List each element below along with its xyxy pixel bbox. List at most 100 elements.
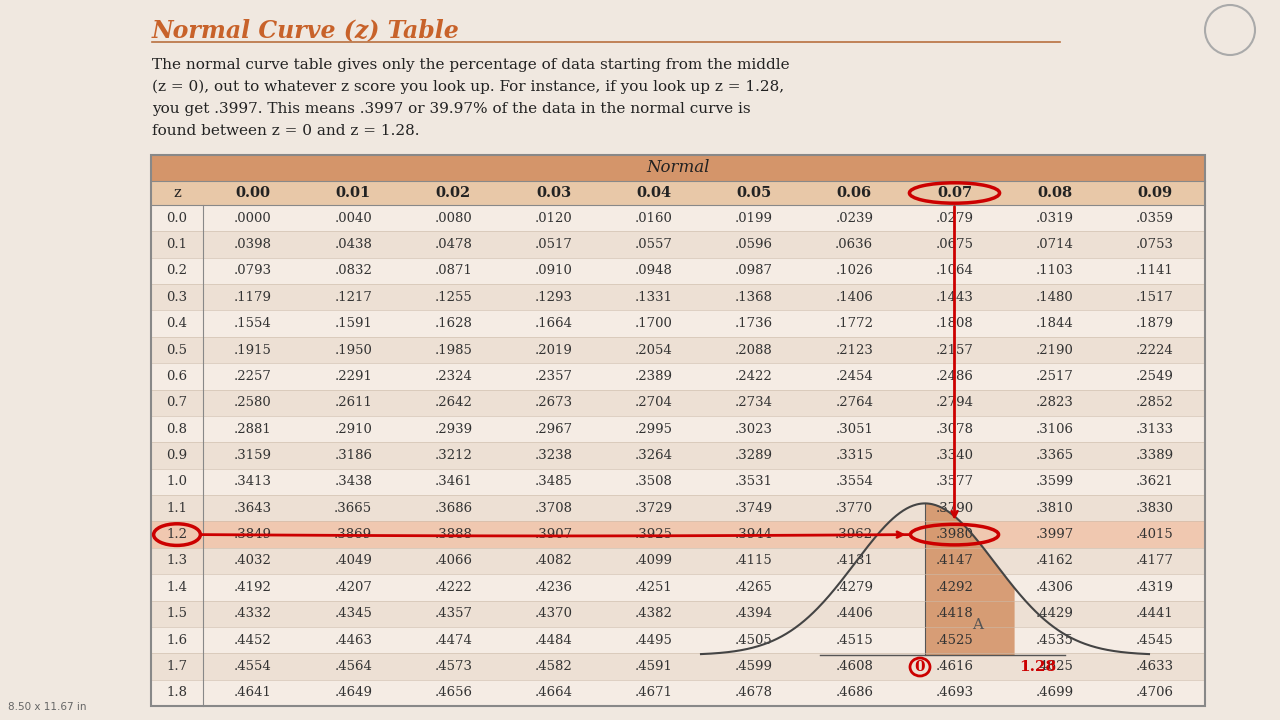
Text: 0.6: 0.6 <box>166 370 188 383</box>
Text: .1443: .1443 <box>936 291 973 304</box>
Text: .4066: .4066 <box>434 554 472 567</box>
Text: .4452: .4452 <box>234 634 271 647</box>
Text: .4382: .4382 <box>635 607 673 620</box>
Bar <box>151 627 1204 653</box>
Bar <box>151 574 1204 600</box>
Text: .0239: .0239 <box>836 212 873 225</box>
Text: .4484: .4484 <box>535 634 572 647</box>
Text: .1700: .1700 <box>635 317 673 330</box>
Bar <box>151 521 1204 548</box>
Text: .4319: .4319 <box>1135 581 1174 594</box>
Text: .4699: .4699 <box>1036 686 1074 699</box>
Text: .3997: .3997 <box>1036 528 1074 541</box>
Text: .4406: .4406 <box>836 607 873 620</box>
Text: .4236: .4236 <box>535 581 572 594</box>
Text: .1103: .1103 <box>1036 264 1074 277</box>
Text: .3023: .3023 <box>735 423 773 436</box>
Text: .4032: .4032 <box>234 554 273 567</box>
Text: .1331: .1331 <box>635 291 673 304</box>
Text: .2995: .2995 <box>635 423 673 436</box>
Text: .3389: .3389 <box>1135 449 1174 462</box>
Text: .3907: .3907 <box>535 528 572 541</box>
Text: .2704: .2704 <box>635 396 673 409</box>
Text: .2823: .2823 <box>1036 396 1074 409</box>
Text: .3665: .3665 <box>334 502 372 515</box>
Bar <box>151 416 1204 442</box>
Text: .2019: .2019 <box>535 343 572 356</box>
Text: .2580: .2580 <box>234 396 271 409</box>
Text: .4251: .4251 <box>635 581 673 594</box>
Text: .4370: .4370 <box>535 607 572 620</box>
Text: .1480: .1480 <box>1036 291 1074 304</box>
Text: .4147: .4147 <box>936 554 973 567</box>
Text: .2190: .2190 <box>1036 343 1074 356</box>
Text: .3830: .3830 <box>1135 502 1174 515</box>
Text: 0.9: 0.9 <box>166 449 188 462</box>
Text: 0.0: 0.0 <box>166 212 187 225</box>
Text: .0398: .0398 <box>234 238 273 251</box>
Text: .4564: .4564 <box>334 660 372 673</box>
Text: .3599: .3599 <box>1036 475 1074 488</box>
Text: 0.07: 0.07 <box>937 186 972 200</box>
Text: 1.0: 1.0 <box>166 475 187 488</box>
Text: .4625: .4625 <box>1036 660 1074 673</box>
Text: .4693: .4693 <box>936 686 974 699</box>
Text: .0948: .0948 <box>635 264 673 277</box>
Text: .4573: .4573 <box>434 660 472 673</box>
Text: .4162: .4162 <box>1036 554 1074 567</box>
Text: .3508: .3508 <box>635 475 673 488</box>
Text: .0987: .0987 <box>735 264 773 277</box>
Text: .1772: .1772 <box>836 317 873 330</box>
Text: .3749: .3749 <box>735 502 773 515</box>
Text: 1.2: 1.2 <box>166 528 187 541</box>
Text: .0359: .0359 <box>1135 212 1174 225</box>
Text: .1879: .1879 <box>1135 317 1174 330</box>
Text: .3159: .3159 <box>234 449 273 462</box>
Text: .1255: .1255 <box>435 291 472 304</box>
Text: .4292: .4292 <box>936 581 973 594</box>
Text: .4664: .4664 <box>535 686 572 699</box>
Text: 1.5: 1.5 <box>166 607 187 620</box>
Text: .3729: .3729 <box>635 502 673 515</box>
Text: .1950: .1950 <box>334 343 372 356</box>
Text: .1517: .1517 <box>1135 291 1174 304</box>
Text: .0832: .0832 <box>334 264 372 277</box>
Text: .4192: .4192 <box>234 581 273 594</box>
Text: .4671: .4671 <box>635 686 673 699</box>
Text: 0.05: 0.05 <box>736 186 772 200</box>
Text: .0714: .0714 <box>1036 238 1074 251</box>
Text: .1064: .1064 <box>936 264 973 277</box>
Text: .2389: .2389 <box>635 370 673 383</box>
Text: .1915: .1915 <box>234 343 273 356</box>
Text: .3133: .3133 <box>1135 423 1174 436</box>
Text: .0517: .0517 <box>535 238 572 251</box>
Text: .3106: .3106 <box>1036 423 1074 436</box>
Text: .3264: .3264 <box>635 449 673 462</box>
Text: .1985: .1985 <box>435 343 472 356</box>
Text: .4441: .4441 <box>1137 607 1174 620</box>
Text: .0753: .0753 <box>1135 238 1174 251</box>
Text: .3810: .3810 <box>1036 502 1074 515</box>
Text: .4535: .4535 <box>1036 634 1074 647</box>
Text: .3340: .3340 <box>936 449 974 462</box>
Text: .2224: .2224 <box>1137 343 1174 356</box>
Text: .3315: .3315 <box>836 449 873 462</box>
Text: .0636: .0636 <box>836 238 873 251</box>
Text: 1.8: 1.8 <box>166 686 187 699</box>
Text: .4279: .4279 <box>836 581 873 594</box>
Text: .2794: .2794 <box>936 396 974 409</box>
Text: .0793: .0793 <box>234 264 273 277</box>
Text: .3888: .3888 <box>435 528 472 541</box>
Text: .1141: .1141 <box>1137 264 1174 277</box>
Bar <box>151 390 1204 416</box>
Text: .1217: .1217 <box>334 291 372 304</box>
Text: 0.06: 0.06 <box>837 186 872 200</box>
Text: A: A <box>972 618 983 631</box>
Bar <box>151 363 1204 390</box>
Text: .1736: .1736 <box>735 317 773 330</box>
Text: .4525: .4525 <box>936 634 973 647</box>
Text: 0.03: 0.03 <box>536 186 571 200</box>
Text: 0.3: 0.3 <box>166 291 188 304</box>
Text: .3849: .3849 <box>234 528 273 541</box>
Text: .4495: .4495 <box>635 634 673 647</box>
